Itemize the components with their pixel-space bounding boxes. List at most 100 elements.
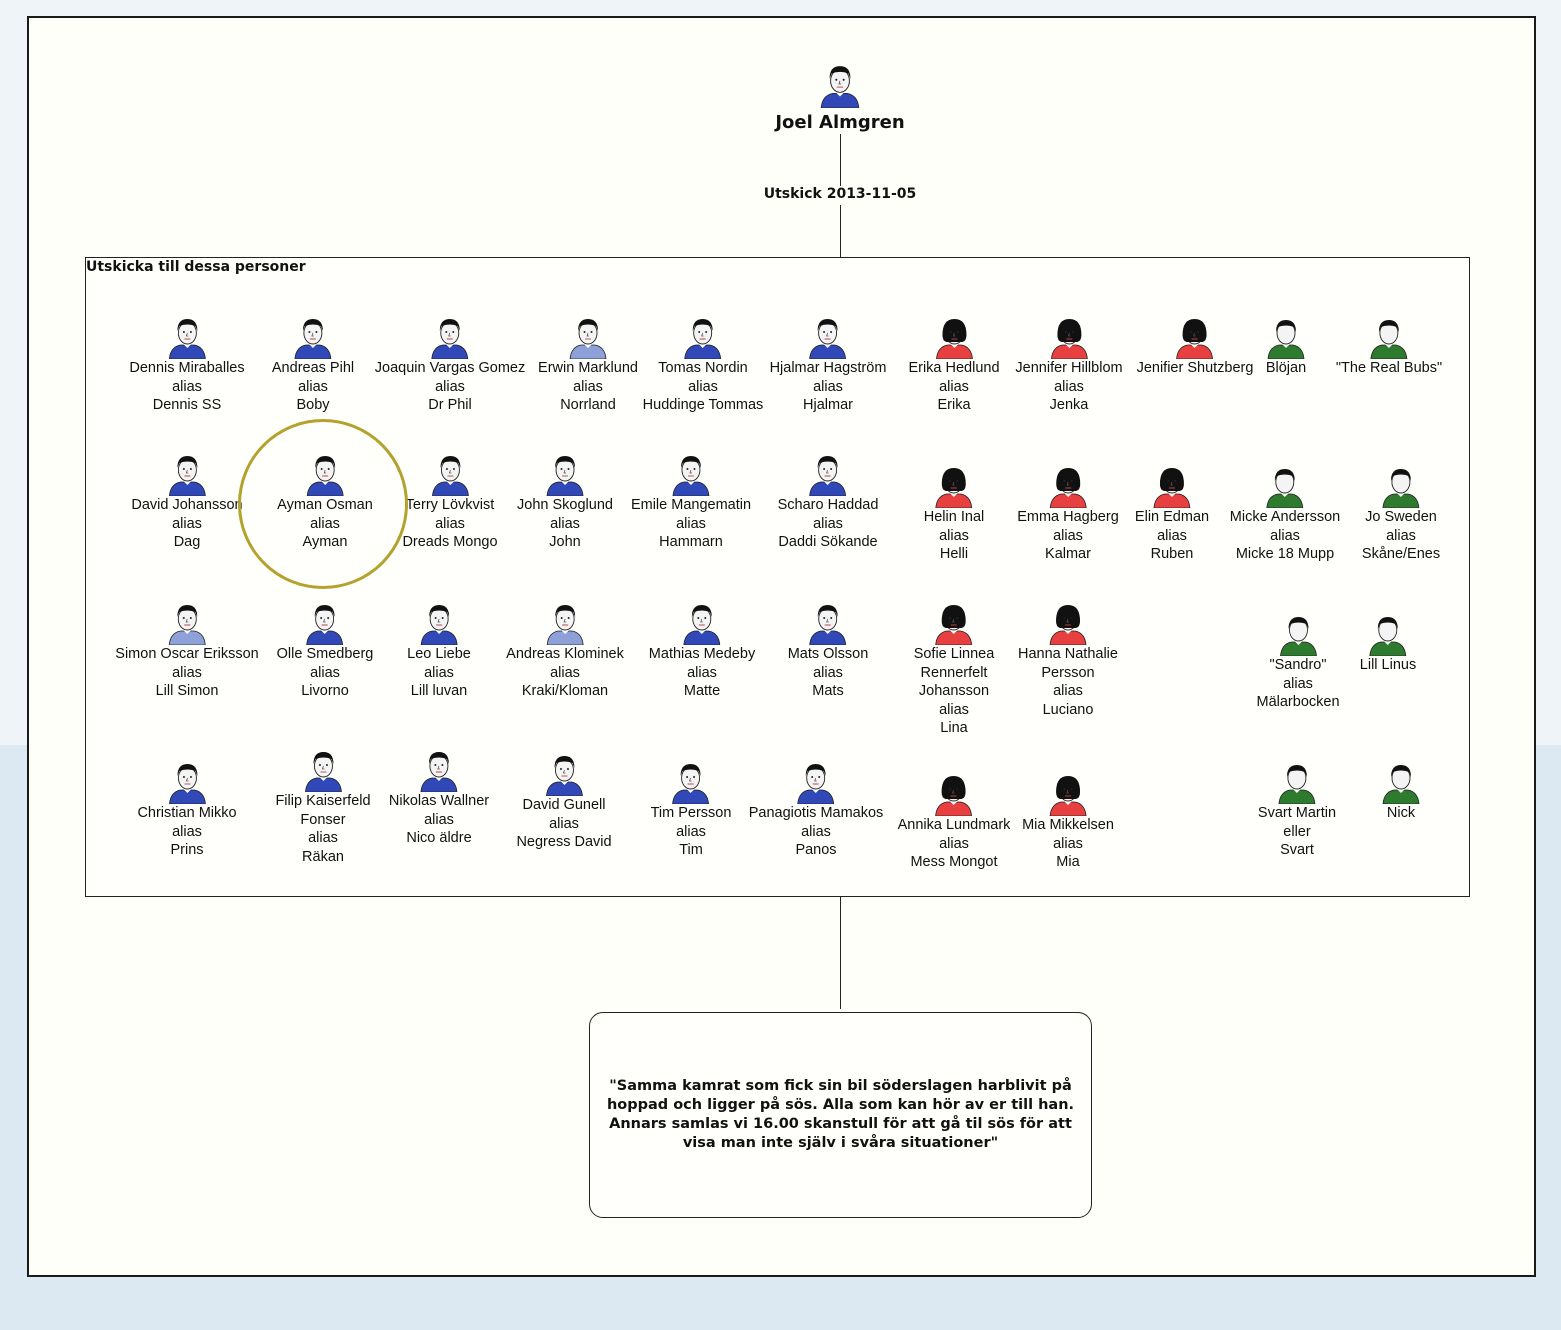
recipient-person[interactable]: Filip Kaiserfeld Fonser alias Räkan — [275, 748, 371, 866]
recipient-label: Mathias Medeby alias Matte — [649, 645, 755, 701]
recipient-label-line: Christian Mikko — [137, 805, 237, 821]
recipient-label-line: Johansson — [918, 683, 990, 700]
recipient-label: Olle Smedberg alias Livorno — [277, 645, 374, 701]
recipient-person[interactable]: Lill Linus — [1360, 612, 1416, 675]
recipient-label-line: Nico äldre — [406, 830, 472, 847]
recipient-label-line: Dennis SS — [152, 397, 222, 414]
recipient-person[interactable]: Hjalmar Hagström alias Hjalmar — [769, 315, 887, 415]
root-person[interactable]: Joel Almgren — [760, 62, 920, 133]
person-icon — [820, 66, 860, 108]
recipient-person[interactable]: "The Real Bubs" — [1336, 315, 1442, 378]
recipient-label-line: Kalmar — [1045, 546, 1091, 563]
recipient-label-line: Jenifier Shutzberg — [1136, 360, 1254, 376]
recipient-person[interactable]: Emile Mangematin alias Hammarn — [631, 452, 751, 552]
recipient-person[interactable]: Mats Olsson alias Mats — [788, 601, 868, 701]
recipient-label-line: Dag — [173, 534, 201, 551]
recipient-label-line: alias — [172, 515, 202, 532]
recipient-label-line: alias — [298, 378, 328, 395]
recipient-label-line: Hjalmar Hagström — [769, 360, 887, 376]
recipient-label-line: Prins — [170, 842, 204, 859]
recipient-person[interactable]: Hanna Nathalie Persson alias Luciano — [1018, 601, 1118, 719]
recipient-person[interactable]: Nikolas Wallner alias Nico äldre — [389, 748, 489, 848]
recipient-person[interactable]: Mia Mikkelsen alias Mia — [1022, 772, 1114, 872]
recipient-person[interactable]: Mathias Medeby alias Matte — [649, 601, 755, 701]
recipient-label: Lill Linus — [1360, 656, 1416, 675]
recipient-person[interactable]: Leo Liebe alias Lill luvan — [407, 601, 471, 701]
recipient-label: Emma Hagberg alias Kalmar — [1017, 508, 1119, 564]
recipient-person[interactable]: Sofie Linnea Rennerfelt Johansson alias Lina — [913, 601, 995, 738]
recipient-person[interactable]: Blöjan — [1264, 315, 1308, 378]
person-icon — [1049, 468, 1087, 508]
recipient-person[interactable]: Jenifier Shutzberg — [1136, 315, 1254, 378]
recipient-label-line: alias — [435, 378, 465, 395]
recipient-person[interactable]: Dennis Miraballes alias Dennis SS — [129, 315, 245, 415]
recipient-person[interactable]: Ayman Osman alias Ayman — [277, 452, 373, 552]
recipient-person[interactable]: Erika Hedlund alias Erika — [908, 315, 1000, 415]
recipient-person[interactable]: Christian Mikko alias Prins — [137, 760, 237, 860]
recipient-label-line: alias — [573, 378, 603, 395]
recipient-label-line: Daddi Sökande — [778, 534, 878, 551]
recipient-person[interactable]: Jo Sweden alias Skåne/Enes — [1362, 464, 1440, 564]
recipient-person[interactable]: John Skoglund alias John — [517, 452, 613, 552]
recipient-label-line: alias — [1053, 527, 1083, 544]
recipient-label-line: Helin Inal — [923, 509, 985, 525]
recipient-label: "The Real Bubs" — [1336, 359, 1442, 378]
recipient-person[interactable]: Tomas Nordin alias Huddinge Tommas — [643, 315, 763, 415]
recipient-person[interactable]: Micke Andersson alias Micke 18 Mupp — [1230, 464, 1340, 564]
person-icon — [304, 752, 342, 792]
recipient-label: Leo Liebe alias Lill luvan — [407, 645, 471, 701]
recipient-person[interactable]: Scharo Haddad alias Daddi Sökande — [778, 452, 878, 552]
person-icon — [546, 456, 584, 496]
recipient-label-line: Leo Liebe — [407, 646, 471, 662]
recipient-person[interactable]: Elin Edman alias Ruben — [1135, 464, 1209, 564]
person-icon — [545, 756, 583, 796]
recipient-label-line: Tim Persson — [650, 805, 732, 821]
person-icon — [1050, 319, 1088, 359]
recipient-person[interactable]: Terry Lövkvist alias Dreads Mongo — [402, 452, 498, 552]
person-icon — [168, 319, 206, 359]
recipient-person[interactable]: Tim Persson alias Tim — [650, 760, 732, 860]
recipient-label-line: Joaquin Vargas Gomez — [374, 360, 526, 376]
recipient-label-line: Tim — [679, 842, 703, 859]
recipient-label-line: Hanna Nathalie — [1018, 646, 1118, 662]
recipient-label-line: Mia — [1056, 854, 1080, 871]
recipient-person[interactable]: Panagiotis Mamakos alias Panos — [749, 760, 883, 860]
person-icon — [1382, 765, 1420, 804]
recipient-person[interactable]: Nick — [1379, 760, 1423, 823]
recipient-person[interactable]: Olle Smedberg alias Livorno — [277, 601, 374, 701]
person-icon — [168, 605, 206, 645]
recipient-label-line: Nikolas Wallner — [388, 793, 490, 809]
recipient-person[interactable]: Joaquin Vargas Gomez alias Dr Phil — [375, 315, 525, 415]
person-icon — [1153, 468, 1191, 508]
recipient-label-line: Persson — [1041, 664, 1095, 681]
recipient-label-line: "The Real Bubs" — [1335, 360, 1443, 376]
recipient-person[interactable]: "Sandro" alias Mälarbocken — [1256, 612, 1340, 712]
recipient-label-line: Boby — [296, 397, 330, 414]
recipient-label-line: alias — [310, 515, 340, 532]
recipient-label-line: Erika — [937, 397, 971, 414]
recipient-person[interactable]: Emma Hagberg alias Kalmar — [1017, 464, 1119, 564]
recipient-label: John Skoglund alias John — [517, 496, 613, 552]
recipient-person[interactable]: David Gunell alias Negress David — [516, 752, 612, 852]
recipient-person[interactable]: Andreas Pihl alias Boby — [272, 315, 354, 415]
recipient-person[interactable]: David Johansson alias Dag — [131, 452, 243, 552]
recipient-person[interactable]: Andreas Klominek alias Kraki/Kloman — [506, 601, 624, 701]
recipient-person[interactable]: Annika Lundmark alias Mess Mongot — [898, 772, 1010, 872]
recipient-label: Erwin Marklund alias Norrland — [538, 359, 638, 415]
person-icon — [294, 319, 332, 359]
recipient-label-line: Sofie Linnea — [913, 646, 995, 662]
recipient-label-line: alias — [676, 823, 706, 840]
recipient-person[interactable]: Erwin Marklund alias Norrland — [538, 315, 638, 415]
recipient-label-line: Lill Linus — [1359, 657, 1417, 673]
person-icon — [1370, 320, 1408, 359]
recipient-label-line: Emma Hagberg — [1017, 509, 1119, 525]
recipient-person[interactable]: Svart Martin eller Svart — [1258, 760, 1336, 860]
recipient-person[interactable]: Helin Inal alias Helli — [924, 464, 984, 564]
recipient-label: Helin Inal alias Helli — [924, 508, 984, 564]
recipient-person[interactable]: Jennifer Hillblom alias Jenka — [1015, 315, 1123, 415]
person-icon — [935, 605, 973, 645]
recipient-label-line: alias — [801, 823, 831, 840]
recipient-person[interactable]: Simon Oscar Eriksson alias Lill Simon — [115, 601, 259, 701]
person-icon — [809, 319, 847, 359]
person-icon — [1279, 617, 1317, 656]
